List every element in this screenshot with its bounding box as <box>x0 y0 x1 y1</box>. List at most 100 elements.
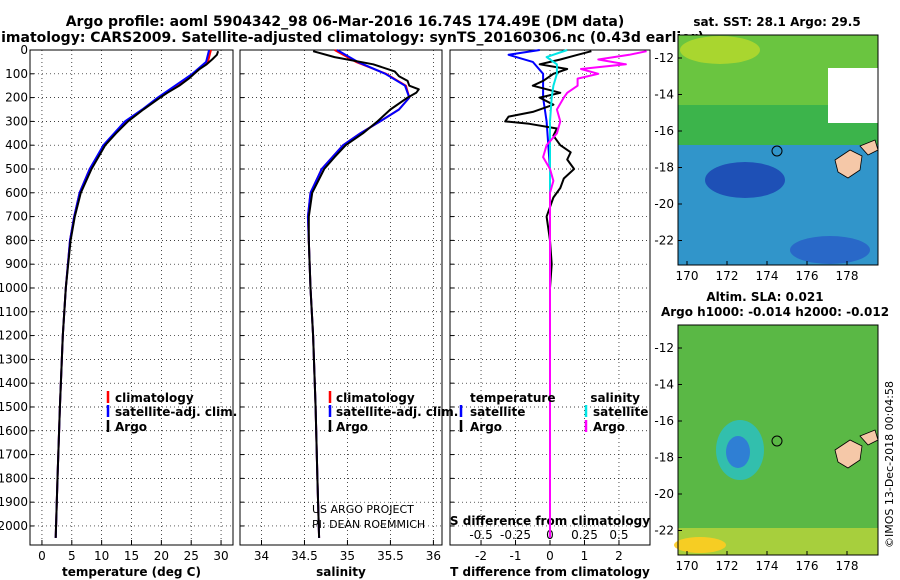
sst-map-frame <box>677 34 879 266</box>
sla-map-title1: Altim. SLA: 0.021 <box>706 290 823 304</box>
secondary-tick-label: -0.5 <box>469 528 492 542</box>
y-tick-label: 1800 <box>0 471 28 485</box>
argo-location-marker <box>771 435 783 447</box>
x-tick-label: 2 <box>615 549 623 563</box>
x-tick-label: 34 <box>254 549 269 563</box>
legend-temperature-heading: temperature <box>470 391 555 405</box>
salinity-profile-panel: 34 34.5 35 35.5 36 salinity <box>239 49 443 579</box>
sla-map-low-core <box>726 436 750 468</box>
credit-project: US ARGO PROJECT <box>312 503 414 516</box>
sst-map-nodata-patch <box>828 68 878 123</box>
map-y-tick-label: -16 <box>654 124 674 138</box>
secondary-tick-label: -0.25 <box>500 528 531 542</box>
map-y-tick-label: -14 <box>654 88 674 102</box>
temperature-legend: climatology satellite-adj. clim. Argo <box>106 391 237 434</box>
x-tick-label: 35 <box>340 549 355 563</box>
y-tick-label: 1400 <box>0 376 28 390</box>
sla-map-title2: Argo h1000: -0.014 h2000: -0.012 <box>661 305 889 319</box>
map-y-tick-label: -16 <box>654 414 674 428</box>
difference-legend: temperature satellite Argo salinity sate… <box>459 391 648 434</box>
x-tick-label: 30 <box>213 549 228 563</box>
sla-map <box>674 324 879 556</box>
fiji-island-shape <box>834 149 863 179</box>
y-tick-label: 900 <box>5 257 28 271</box>
legend-sal-satellite: satellite <box>593 405 648 419</box>
timestamp: ©IMOS 13-Dec-2018 00:04:58 <box>883 381 896 548</box>
legend-satellite: satellite-adj. clim. <box>115 405 237 419</box>
legend-satellite: satellite-adj. clim. <box>336 405 458 419</box>
figure-title-line1: Argo profile: aoml 5904342_98 06-Mar-201… <box>66 14 625 30</box>
x-tick-label: 34.5 <box>291 549 318 563</box>
series-line-argo <box>307 50 420 538</box>
sst-map-title: sat. SST: 28.1 Argo: 29.5 <box>693 15 860 29</box>
y-tick-label: 400 <box>5 138 28 152</box>
map-y-tick-label: -22 <box>654 234 674 248</box>
y-tick-label: 300 <box>5 114 28 128</box>
map-y-tick-label: -20 <box>654 197 674 211</box>
y-tick-label: 1600 <box>0 424 28 438</box>
map-y-tick-label: -14 <box>654 378 674 392</box>
map-x-tick-label: 176 <box>796 269 819 283</box>
y-tick-label: 1900 <box>0 495 28 509</box>
x-tick-label: 20 <box>154 549 169 563</box>
x-tick-label: 36 <box>426 549 441 563</box>
figure-title-line2: Climatology: CARS2009. Satellite-adjuste… <box>0 30 704 46</box>
sst-map <box>677 34 879 266</box>
sla-map-background <box>678 325 878 555</box>
map-x-tick-label: 178 <box>836 269 859 283</box>
legend-climatology: climatology <box>336 391 415 405</box>
x-tick-label: 0 <box>546 549 554 563</box>
map-x-tick-label: 170 <box>676 559 699 573</box>
y-tick-label: 200 <box>5 91 28 105</box>
y-tick-label: 600 <box>5 186 28 200</box>
legend-temp-satellite: satellite <box>470 405 525 419</box>
series-line-argo <box>54 50 220 538</box>
map-x-tick-label: 178 <box>836 559 859 573</box>
y-tick-label: 1300 <box>0 352 28 366</box>
sst-map-cold-patch-south <box>790 236 870 264</box>
x-tick-label: -2 <box>475 549 487 563</box>
x-tick-label: 35.5 <box>377 549 404 563</box>
map-x-tick-label: 172 <box>716 269 739 283</box>
map-x-tick-label: 170 <box>676 269 699 283</box>
legend-climatology: climatology <box>115 391 194 405</box>
y-tick-label: 1100 <box>0 305 28 319</box>
y-tick-label: 0 <box>20 43 28 57</box>
fiji-island-shape <box>834 439 863 469</box>
temperature-profile-panel: 0 5 10 15 20 25 300100200300400500600700800900… <box>0 43 234 579</box>
y-tick-label: 1700 <box>0 448 28 462</box>
map-x-tick-label: 174 <box>756 559 779 573</box>
y-tick-label: 1500 <box>0 400 28 414</box>
x-tick-label: -1 <box>510 549 522 563</box>
legend-temp-argo: Argo <box>470 420 502 434</box>
sst-map-warm-patch <box>680 36 760 64</box>
map-y-tick-label: -20 <box>654 487 674 501</box>
sla-map-high-patch <box>674 537 726 553</box>
map-y-tick-label: -22 <box>654 524 674 538</box>
legend-argo: Argo <box>336 420 368 434</box>
sla-map-axes: -12 -14 -16 -18 -20 -22 170 172 174 176 178 <box>654 341 858 573</box>
legend-salinity-heading: salinity <box>590 391 640 405</box>
map-y-tick-label: -18 <box>654 451 674 465</box>
map-y-tick-label: -18 <box>654 161 674 175</box>
y-tick-label: 700 <box>5 210 28 224</box>
map-y-tick-label: -12 <box>654 341 674 355</box>
y-tick-label: 1200 <box>0 329 28 343</box>
sst-map-cold-patch <box>705 162 785 198</box>
x-axis-label: T difference from climatology <box>450 565 650 579</box>
legend-argo: Argo <box>115 420 147 434</box>
map-y-tick-label: -12 <box>654 51 674 65</box>
sst-map-axes: -12 -14 -16 -18 -20 -22 170 172 174 176 178 <box>654 51 858 283</box>
y-tick-label: 1000 <box>0 281 28 295</box>
x-tick-label: 1 <box>581 549 589 563</box>
plot-frame <box>239 49 443 546</box>
x-tick-label: 5 <box>68 549 76 563</box>
map-x-tick-label: 176 <box>796 559 819 573</box>
secondary-tick-label: 0.5 <box>609 528 628 542</box>
salinity-legend: climatology satellite-adj. clim. Argo <box>328 391 458 434</box>
x-axis-label: salinity <box>316 565 366 579</box>
y-tick-label: 500 <box>5 162 28 176</box>
legend-sal-argo: Argo <box>593 420 625 434</box>
argo-location-marker <box>771 145 783 157</box>
map-x-tick-label: 172 <box>716 559 739 573</box>
